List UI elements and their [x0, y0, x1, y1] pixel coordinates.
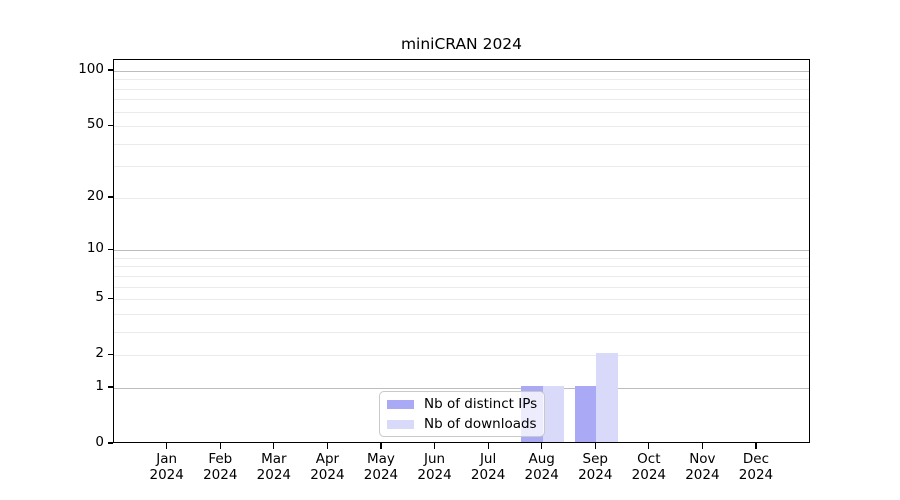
x-tick-label: Jun 2024 [417, 451, 452, 483]
y-tick-label: 0 [95, 434, 104, 450]
x-tick-mark [755, 443, 757, 449]
y-tick-label: 100 [78, 61, 104, 77]
chart-title: miniCRAN 2024 [400, 35, 523, 53]
x-tick-mark [541, 443, 543, 449]
x-tick-mark [648, 443, 650, 449]
x-tick-label: Dec 2024 [738, 451, 774, 483]
y-tick-mark [108, 196, 113, 198]
legend-swatch [387, 419, 414, 429]
x-tick-mark [273, 443, 275, 449]
bar-downloads [542, 385, 565, 442]
minor-gridline [114, 166, 809, 168]
minor-gridline [114, 111, 809, 113]
minor-gridline [114, 126, 809, 128]
x-tick-mark [326, 443, 328, 449]
major-gridline [114, 387, 809, 389]
legend-entry: Nb of distinct IPs [387, 396, 544, 412]
x-tick-label: May 2024 [363, 451, 399, 483]
y-tick-label: 2 [95, 345, 104, 362]
x-tick-mark [487, 443, 489, 449]
x-tick-mark [380, 443, 382, 449]
y-tick-label: 50 [86, 116, 104, 133]
x-tick-label: Aug 2024 [524, 451, 559, 483]
y-tick-label: 1 [95, 377, 104, 394]
legend-entry: Nb of downloads [387, 416, 544, 432]
x-tick-mark [594, 443, 596, 449]
x-tick-label: Mar 2024 [256, 451, 291, 483]
x-tick-mark [433, 443, 436, 449]
y-tick-label: 20 [86, 187, 104, 204]
major-gridline [114, 250, 809, 252]
plot-area: Nb of distinct IPs Nb of downloads [113, 59, 810, 443]
legend: Nb of distinct IPs Nb of downloads [379, 391, 545, 437]
y-tick-label: 5 [95, 289, 104, 306]
minor-gridline [114, 79, 809, 81]
minor-gridline [114, 355, 809, 357]
y-tick-mark [108, 124, 113, 126]
x-tick-label: Sep 2024 [578, 451, 613, 483]
y-tick-mark [108, 69, 113, 71]
x-tick-label: Apr 2024 [310, 451, 345, 483]
legend-label: Nb of distinct IPs [424, 396, 538, 412]
y-tick-mark [108, 297, 113, 299]
minor-gridline [114, 143, 809, 145]
minor-gridline [114, 88, 809, 90]
y-tick-mark [108, 248, 113, 250]
minor-gridline [114, 299, 809, 301]
bar-distinct-ips [574, 385, 597, 442]
y-tick-mark [108, 386, 113, 388]
bar-downloads [596, 353, 618, 442]
legend-swatch [387, 399, 414, 409]
x-tick-label: Jul 2024 [470, 451, 506, 483]
x-tick-label: Oct 2024 [631, 451, 666, 483]
minor-gridline [114, 197, 809, 199]
x-tick-mark [166, 443, 168, 449]
minor-gridline [114, 331, 809, 333]
minor-gridline [114, 275, 809, 277]
major-gridline [114, 71, 809, 72]
y-tick-mark [108, 353, 113, 355]
x-tick-mark [219, 443, 221, 449]
minor-gridline [114, 266, 809, 268]
x-tick-mark [701, 443, 703, 449]
x-tick-label: Feb 2024 [203, 451, 238, 483]
y-tick-label: 10 [86, 240, 104, 257]
legend-label: Nb of downloads [424, 416, 537, 432]
minor-gridline [114, 286, 809, 288]
x-tick-label: Jan 2024 [149, 451, 184, 483]
minor-gridline [114, 257, 809, 259]
x-tick-label: Nov 2024 [685, 451, 720, 483]
minor-gridline [114, 313, 809, 315]
minor-gridline [114, 99, 809, 101]
y-tick-mark [108, 442, 113, 444]
